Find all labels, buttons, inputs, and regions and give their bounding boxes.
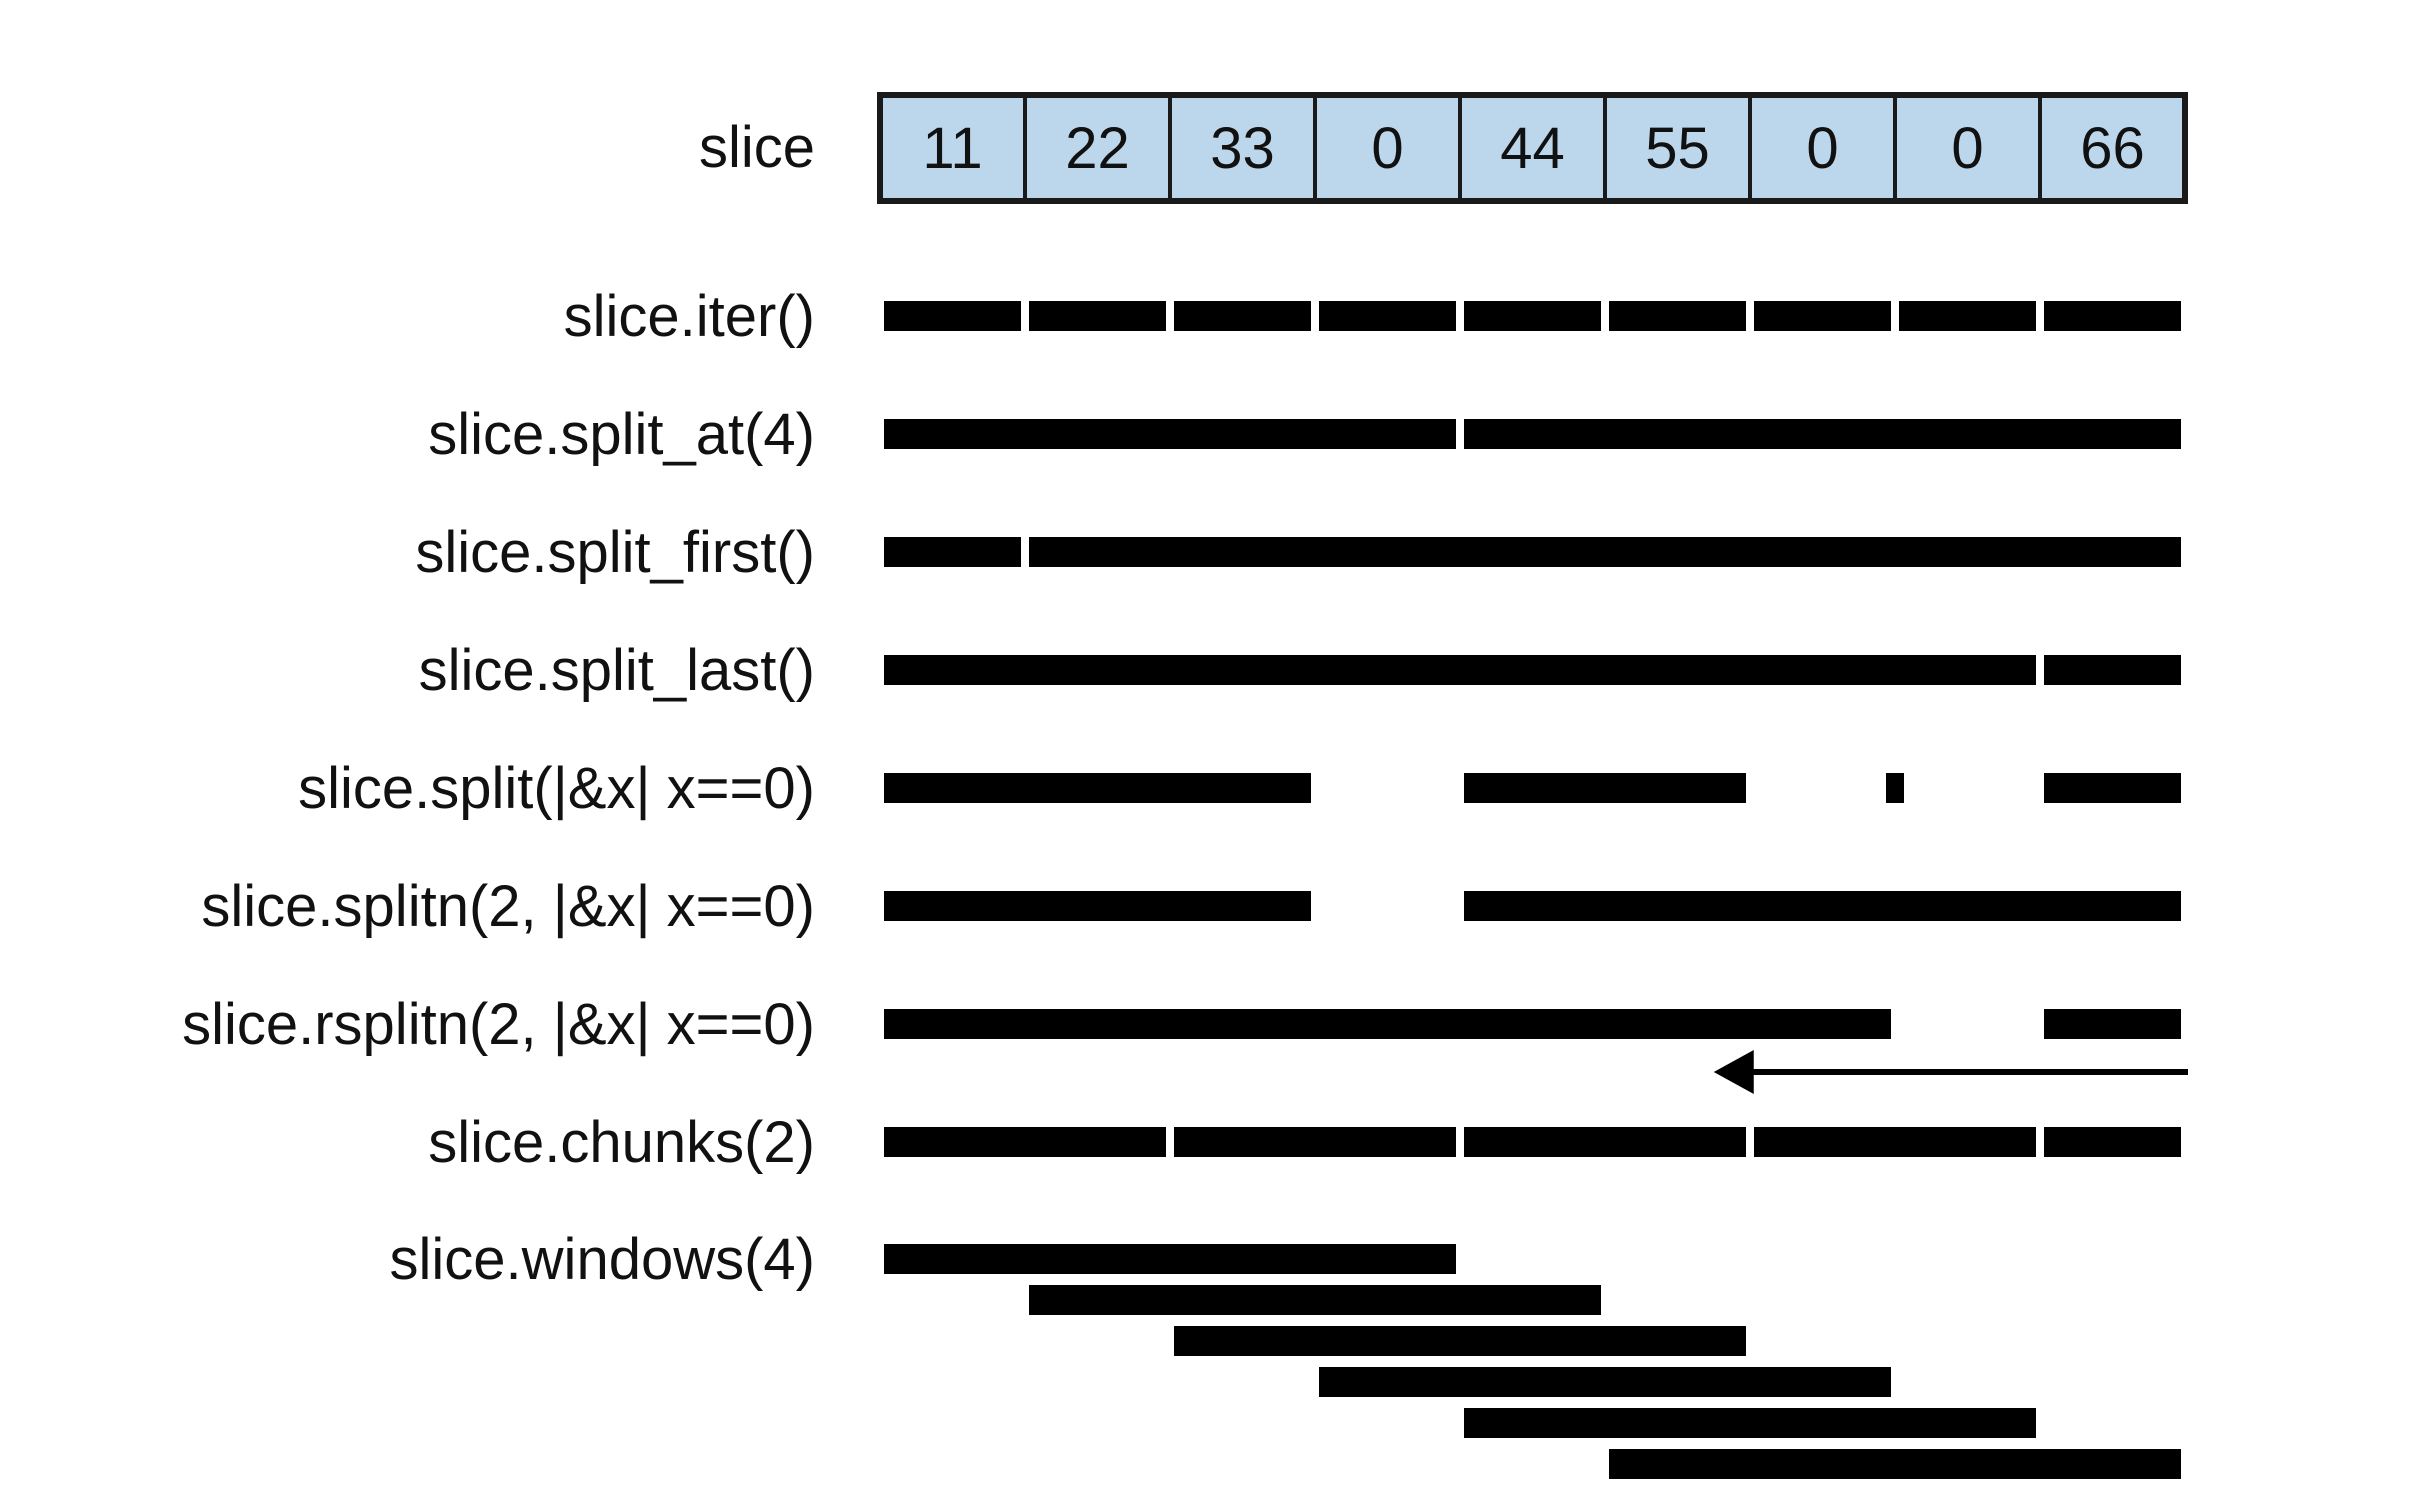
segment-bar <box>1464 1127 1746 1157</box>
slice-cell-box <box>1893 93 2042 203</box>
segment-bar <box>884 655 2036 685</box>
method-row: slice.split_at(4) <box>428 402 2181 467</box>
window-bar <box>1464 1408 2036 1438</box>
segment-bar <box>2044 301 2181 331</box>
window-bar <box>1609 1449 2181 1479</box>
method-row: slice.iter() <box>564 284 2181 349</box>
method-row: slice.splitn(2, |&x| x==0) <box>201 874 2181 939</box>
method-label: slice.split_first() <box>415 520 815 585</box>
segment-bar <box>884 1009 1891 1039</box>
method-row: slice.rsplitn(2, |&x| x==0) <box>182 992 2188 1094</box>
window-bar <box>1319 1367 1891 1397</box>
segment-bar <box>1174 301 1311 331</box>
segment-bar <box>884 773 1311 803</box>
slice-cell: 55 <box>1603 93 1752 203</box>
segment-bar <box>1464 301 1601 331</box>
slice-cell-box <box>1603 93 1752 203</box>
segment-bar <box>884 301 1021 331</box>
segment-bar <box>1899 301 2036 331</box>
slice-cell: 11 <box>878 93 1027 203</box>
slice-label: slice <box>699 115 815 180</box>
window-bar <box>1174 1326 1746 1356</box>
method-label: slice.windows(4) <box>390 1227 815 1292</box>
slice-cell: 22 <box>1023 93 1172 203</box>
segment-bar <box>1319 301 1456 331</box>
window-bar <box>1029 1285 1601 1315</box>
slice-cell: 33 <box>1168 93 1317 203</box>
segment-bar <box>1886 773 1904 803</box>
method-label: slice.splitn(2, |&x| x==0) <box>201 874 815 939</box>
segment-bar <box>1754 1127 2036 1157</box>
segment-bar <box>1029 301 1166 331</box>
method-label: slice.split_last() <box>419 638 815 703</box>
slice-cell: 44 <box>1458 93 1607 203</box>
segment-bar <box>1464 891 2181 921</box>
segment-bar <box>1609 301 1746 331</box>
segment-bar <box>1464 773 1746 803</box>
slice-cell: 0 <box>1893 93 2042 203</box>
method-rows: slice.iter() slice.split_at(4) slice.split… <box>182 284 2188 1479</box>
method-row: slice.chunks(2) <box>428 1110 2181 1175</box>
slice-cell-value: 0 <box>1806 116 1838 181</box>
segment-bar <box>1754 301 1891 331</box>
slice-cell-value: 66 <box>2080 116 2145 181</box>
window-bar <box>884 1244 1456 1274</box>
slice-cell-value: 0 <box>1371 116 1403 181</box>
segment-bar <box>2044 655 2181 685</box>
slice-cell: 66 <box>2038 93 2187 203</box>
slice-cell-box <box>1023 93 1172 203</box>
slice-cell: 0 <box>1748 93 1897 203</box>
segment-bar <box>1464 419 2181 449</box>
slice-cell-value: 44 <box>1500 116 1565 181</box>
segment-bar <box>2044 1127 2181 1157</box>
segment-bar <box>2044 773 2181 803</box>
method-label: slice.iter() <box>564 284 815 349</box>
segment-bar <box>1029 537 2181 567</box>
slice-cell-value: 0 <box>1951 116 1983 181</box>
method-row: slice.split(|&x| x==0) <box>298 756 2181 821</box>
method-row: slice.windows(4) <box>390 1227 2181 1479</box>
method-label: slice.chunks(2) <box>428 1110 815 1175</box>
segment-bar <box>884 1127 1166 1157</box>
segment-bar <box>1174 1127 1456 1157</box>
segment-bar <box>884 419 1456 449</box>
method-row: slice.split_last() <box>419 638 2181 703</box>
slice-cells: 11 22 33 0 44 55 0 0 66 <box>877 92 2188 204</box>
slice-cell: 0 <box>1313 93 1462 203</box>
slice-cell-value: 33 <box>1210 116 1275 181</box>
slice-outline <box>877 92 2188 204</box>
slice-cell-value: 11 <box>922 116 982 181</box>
method-label: slice.split_at(4) <box>428 402 815 467</box>
segment-bar <box>884 891 1311 921</box>
direction-arrow-head <box>1713 1050 1754 1094</box>
method-row: slice.split_first() <box>415 520 2181 585</box>
segment-bar <box>884 537 1021 567</box>
segment-bar <box>2044 1009 2181 1039</box>
slice-cell-value: 22 <box>1065 116 1130 181</box>
method-label: slice.rsplitn(2, |&x| x==0) <box>182 992 815 1057</box>
slice-cell-value: 55 <box>1645 116 1710 181</box>
method-label: slice.split(|&x| x==0) <box>298 756 815 821</box>
